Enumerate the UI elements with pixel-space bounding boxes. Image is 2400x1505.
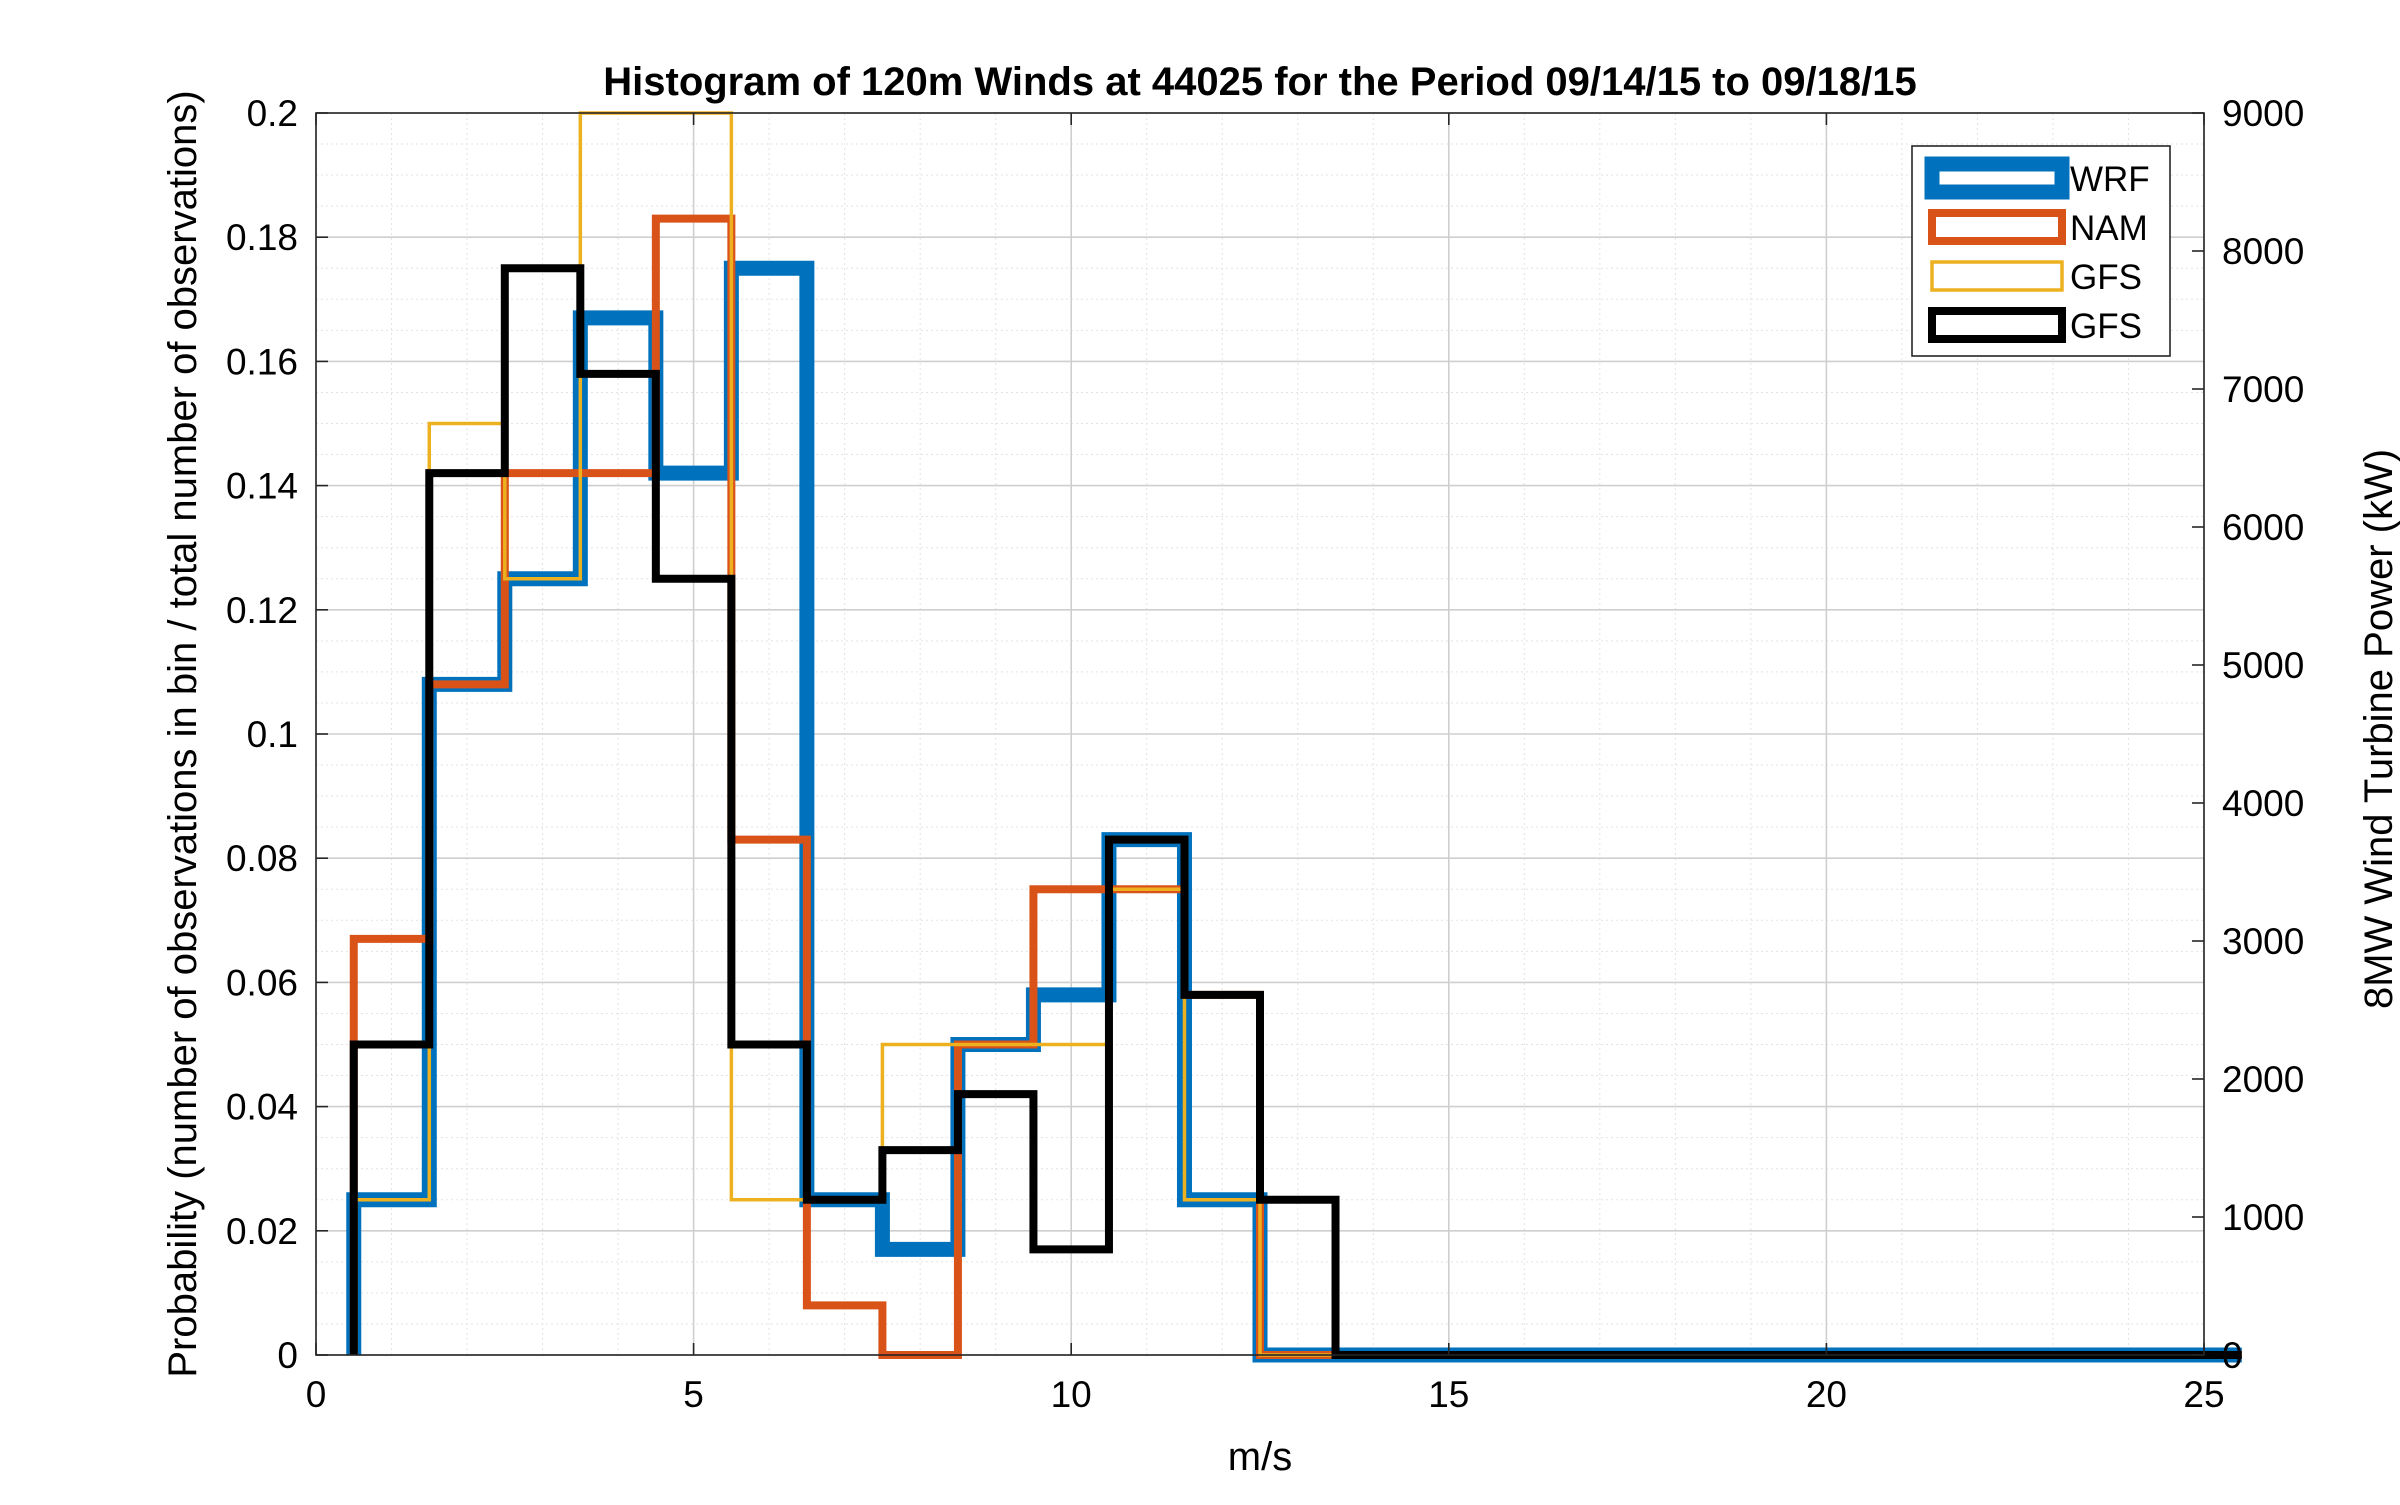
legend-label: NAM: [2070, 209, 2148, 248]
legend-label: GFS: [2070, 307, 2142, 346]
y2-tick-label: 8000: [2222, 231, 2304, 272]
x-tick-label: 25: [2183, 1374, 2224, 1415]
chart-title: Histogram of 120m Winds at 44025 for the…: [603, 60, 1917, 104]
y-tick-label: 0.18: [226, 217, 298, 258]
y-tick-label: 0.2: [247, 93, 298, 134]
legend: WRF NAM GFS GFS: [1911, 145, 2171, 357]
y2-axis-label: 8MW Wind Turbine Power (kW): [2357, 449, 2400, 1009]
legend-label: GFS: [2070, 258, 2142, 297]
y2-tick-label: 5000: [2222, 645, 2304, 686]
y2-tick-label: 7000: [2222, 369, 2304, 410]
y2-tick-label: 2000: [2222, 1059, 2304, 1100]
x-tick-label: 15: [1428, 1374, 1469, 1415]
y-tick-label: 0.06: [226, 962, 298, 1003]
y-tick-label: 0.02: [226, 1211, 298, 1252]
legend-swatch-gfs-3: [1928, 307, 2066, 343]
x-tick-label: 5: [683, 1374, 704, 1415]
legend-box: [1911, 145, 2171, 357]
x-axis-label: m/s: [1228, 1435, 1292, 1479]
x-tick-label: 20: [1806, 1374, 1847, 1415]
legend-swatch-wrf-0: [1924, 156, 2070, 200]
y2-tick-label: 6000: [2222, 507, 2304, 548]
y-axis-label: Probability (number of observations in b…: [161, 90, 205, 1377]
y-tick-label: 0: [277, 1335, 298, 1376]
y-tick-label: 0.1: [247, 714, 298, 755]
y2-tick-label: 4000: [2222, 783, 2304, 824]
y-tick-label: 0.08: [226, 838, 298, 879]
y-tick-label: 0.14: [226, 466, 298, 507]
y-tick-label: 0.16: [226, 341, 298, 382]
y-tick-label: 0.04: [226, 1087, 298, 1128]
legend-swatch-nam-1: [1928, 209, 2066, 245]
y2-tick-label: 9000: [2222, 93, 2304, 134]
legend-label: WRF: [2070, 160, 2150, 199]
x-tick-label: 0: [306, 1374, 327, 1415]
y2-tick-label: 0: [2222, 1335, 2243, 1376]
y-tick-label: 0.12: [226, 590, 298, 631]
axes: 0 5 10 15 20 2500.020.040.060.080.10.120.140.…: [226, 93, 2304, 1415]
y2-tick-label: 1000: [2222, 1197, 2304, 1238]
y2-tick-label: 3000: [2222, 921, 2304, 962]
legend-swatch-gfs-2: [1930, 260, 2064, 292]
x-tick-label: 10: [1051, 1374, 1092, 1415]
